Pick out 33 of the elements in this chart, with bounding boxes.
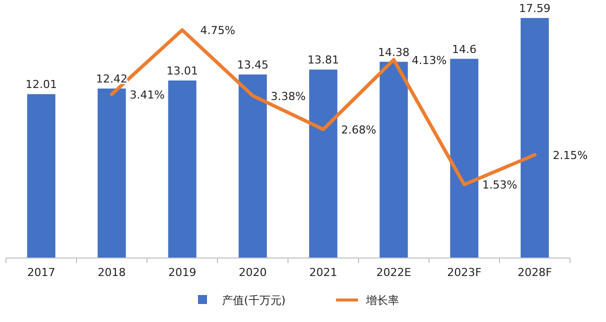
data-label: 17.59: [519, 2, 550, 15]
bar: [450, 58, 478, 258]
data-label: 2.68%: [341, 123, 376, 136]
bar: [309, 70, 338, 258]
data-label: 12.01: [26, 78, 57, 92]
data-label: 1.53%: [482, 178, 518, 192]
data-label: 3.41%: [130, 88, 165, 102]
x-tick-label: 2019: [168, 266, 196, 279]
data-label: 12.42: [96, 72, 128, 86]
bar: [27, 94, 56, 258]
x-tick-label: 2017: [27, 266, 56, 279]
legend-label: 产值(千万元): [222, 294, 286, 307]
bar: [520, 18, 549, 258]
bar: [380, 62, 408, 258]
data-label: 13.45: [237, 58, 268, 72]
legend-label: 增长率: [365, 294, 399, 307]
bar: [98, 88, 126, 258]
x-tick-label: 2021: [309, 266, 338, 279]
x-tick-label: 2020: [238, 266, 267, 279]
x-tick-label: 2023F: [447, 266, 482, 279]
bar: [168, 80, 196, 258]
data-label: 4.13%: [412, 54, 447, 67]
data-label: 14.38: [378, 46, 410, 59]
data-label: 14.6: [452, 42, 476, 56]
data-label: 13.81: [308, 54, 339, 67]
data-label: 3.38%: [270, 90, 306, 103]
x-tick-label: 2028F: [518, 266, 552, 279]
data-label: 2.15%: [552, 148, 588, 162]
x-tick-label: 2018: [98, 266, 126, 279]
bar: [238, 74, 267, 258]
x-tick-label: 2022E: [376, 266, 412, 279]
data-label: 4.75%: [200, 24, 236, 37]
data-label: 13.01: [166, 64, 198, 78]
